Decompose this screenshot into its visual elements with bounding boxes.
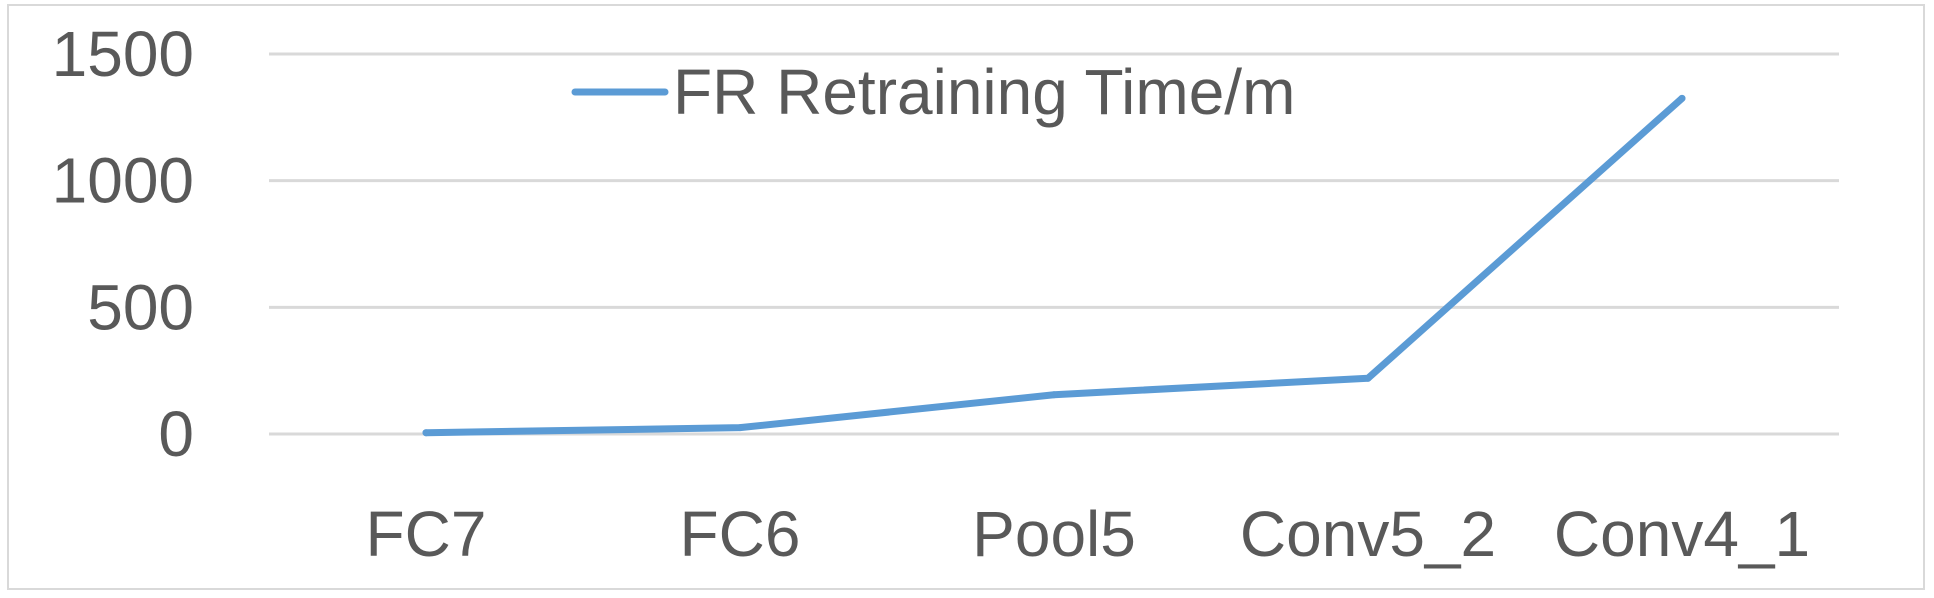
data-point-fc7 <box>422 429 430 437</box>
series-layer <box>422 94 1686 437</box>
y-tick-label: 500 <box>87 271 194 343</box>
data-point-pool5 <box>1050 391 1058 399</box>
gridlines <box>269 52 1839 436</box>
data-point-conv4_1 <box>1678 94 1686 102</box>
x-tick-label: Pool5 <box>972 498 1136 570</box>
x-tick-label: Conv4_1 <box>1554 498 1810 570</box>
line-chart: 0 500 1000 1500 FC7 FC6 Pool5 Conv5_2 Conv4_1 F… <box>52 18 1839 570</box>
x-tick-label: FC7 <box>366 498 487 570</box>
y-tick-label: 1000 <box>52 145 194 217</box>
data-point-conv5_2 <box>1364 374 1372 382</box>
legend: FR Retraining Time/m <box>571 56 1295 128</box>
y-tick-label: 0 <box>158 398 194 470</box>
series-line <box>422 94 1686 437</box>
y-tick-label: 1500 <box>52 18 194 90</box>
legend-label: FR Retraining Time/m <box>673 56 1295 128</box>
chart-frame: 0 500 1000 1500 FC7 FC6 Pool5 Conv5_2 Conv4_1 F… <box>7 4 1925 590</box>
x-tick-label: FC6 <box>680 498 801 570</box>
x-tick-label: Conv5_2 <box>1240 498 1496 570</box>
x-axis-tick-labels: FC7 FC6 Pool5 Conv5_2 Conv4_1 <box>366 498 1811 570</box>
data-point-fc6 <box>736 424 744 432</box>
y-axis-tick-labels: 0 500 1000 1500 <box>52 18 194 470</box>
